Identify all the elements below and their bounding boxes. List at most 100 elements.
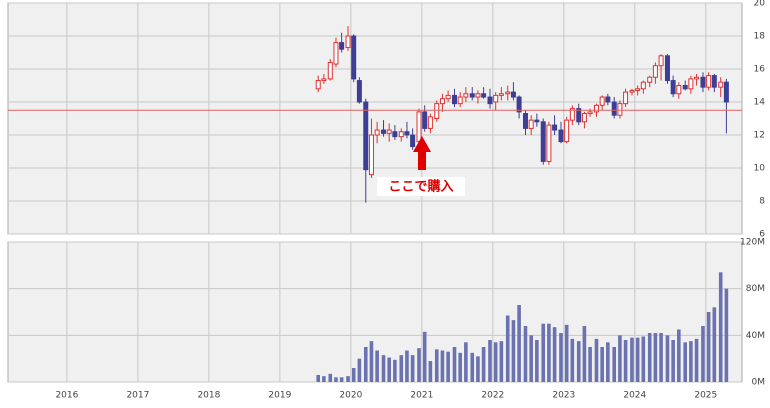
volume-bar bbox=[334, 377, 338, 382]
volume-bar bbox=[470, 352, 475, 382]
y-tick-label: 18 bbox=[754, 32, 766, 42]
candle-body bbox=[416, 111, 422, 143]
candle-body bbox=[635, 88, 641, 91]
volume-bar bbox=[701, 326, 705, 382]
volume-bar bbox=[493, 342, 498, 382]
candle-body bbox=[611, 101, 617, 116]
candle-body bbox=[546, 124, 552, 162]
volume-bar bbox=[369, 341, 374, 382]
candle-body bbox=[540, 121, 546, 162]
x-tick-label: 2023 bbox=[552, 391, 575, 401]
volume-bar bbox=[665, 335, 670, 382]
annotation-bg bbox=[377, 177, 465, 196]
candle-body bbox=[647, 76, 653, 83]
candle-body bbox=[469, 93, 475, 98]
candle-body bbox=[658, 55, 664, 67]
candle-body bbox=[315, 80, 321, 90]
x-tick-label: 2022 bbox=[481, 391, 504, 401]
y-tick-label: 12 bbox=[754, 131, 765, 141]
volume-bar bbox=[346, 376, 350, 382]
candle-body bbox=[516, 96, 522, 113]
candle-body bbox=[392, 131, 398, 138]
volume-bar bbox=[505, 315, 510, 382]
volume-bar bbox=[440, 350, 445, 382]
candle-body bbox=[368, 134, 374, 176]
volume-bar bbox=[410, 355, 415, 382]
candle-body bbox=[398, 131, 404, 138]
candle-body bbox=[505, 91, 511, 95]
candle-body bbox=[664, 55, 670, 82]
volume-bar bbox=[612, 347, 617, 382]
arrow bbox=[413, 136, 431, 170]
candle-body bbox=[493, 94, 499, 103]
y-tick-label: 14 bbox=[754, 98, 766, 108]
y-tick-label: 20 bbox=[754, 0, 766, 9]
candle-body bbox=[587, 111, 593, 115]
candle-body bbox=[386, 129, 392, 134]
volume-bar bbox=[647, 333, 652, 382]
candle-body bbox=[640, 81, 646, 90]
candle-body bbox=[457, 96, 463, 105]
volume-bar bbox=[582, 326, 587, 382]
candle-body bbox=[605, 96, 611, 103]
volume-bar bbox=[316, 375, 321, 382]
volume-bar bbox=[458, 352, 462, 382]
candle-body bbox=[356, 80, 362, 103]
candle-body bbox=[706, 75, 712, 88]
x-tick-label: 2024 bbox=[623, 391, 646, 401]
volume-bar bbox=[552, 327, 557, 382]
y-tick-label: 40M bbox=[746, 331, 765, 341]
volume-bar bbox=[724, 288, 729, 382]
volume-bar bbox=[564, 324, 569, 382]
volume-bar bbox=[357, 358, 362, 382]
volume-bar bbox=[422, 331, 427, 382]
x-tick-label: 2025 bbox=[694, 391, 717, 401]
volume-bar bbox=[529, 335, 533, 382]
candle-body bbox=[700, 76, 706, 88]
candle-body bbox=[552, 124, 558, 131]
x-tick-label: 2019 bbox=[268, 391, 291, 401]
candle-body bbox=[599, 96, 605, 106]
volume-bar bbox=[517, 305, 521, 382]
volume-bar bbox=[588, 347, 592, 382]
volume-bar bbox=[452, 347, 457, 382]
candle-body bbox=[617, 103, 623, 116]
volume-bar bbox=[630, 337, 634, 382]
volume-bar bbox=[363, 347, 368, 382]
candle-body bbox=[345, 35, 351, 49]
candle-body bbox=[427, 116, 433, 129]
candle-body bbox=[528, 119, 534, 129]
volume-bar bbox=[559, 333, 563, 382]
candle-body bbox=[711, 75, 717, 88]
candle-body bbox=[363, 101, 369, 171]
candle-body bbox=[558, 129, 564, 143]
volume-bar bbox=[600, 347, 604, 382]
candle-body bbox=[339, 42, 345, 50]
volume-bar bbox=[541, 323, 546, 382]
candle-body bbox=[381, 129, 387, 134]
candle-body bbox=[439, 98, 445, 105]
candle-body bbox=[463, 93, 469, 98]
candle-body bbox=[374, 129, 380, 136]
volume-bar bbox=[594, 338, 599, 382]
volume-bar bbox=[428, 361, 433, 382]
candle-body bbox=[723, 81, 729, 103]
candle-body bbox=[422, 111, 428, 129]
x-tick-label: 2017 bbox=[126, 391, 149, 401]
volume-bar bbox=[671, 340, 675, 382]
volume-bar bbox=[694, 338, 699, 382]
volume-bar bbox=[706, 312, 711, 382]
volume-bar bbox=[476, 356, 480, 382]
volume-bar bbox=[351, 368, 356, 382]
volume-bar bbox=[576, 341, 581, 382]
y-tick-label: 0M bbox=[752, 378, 766, 388]
volume-bar bbox=[718, 272, 723, 382]
candle-body bbox=[404, 131, 410, 136]
volume-bar bbox=[689, 341, 693, 382]
candle-body bbox=[569, 108, 575, 121]
candle-body bbox=[718, 81, 724, 88]
candle-body bbox=[581, 113, 587, 123]
volume-bar bbox=[375, 350, 379, 382]
volume-bar bbox=[464, 342, 468, 382]
